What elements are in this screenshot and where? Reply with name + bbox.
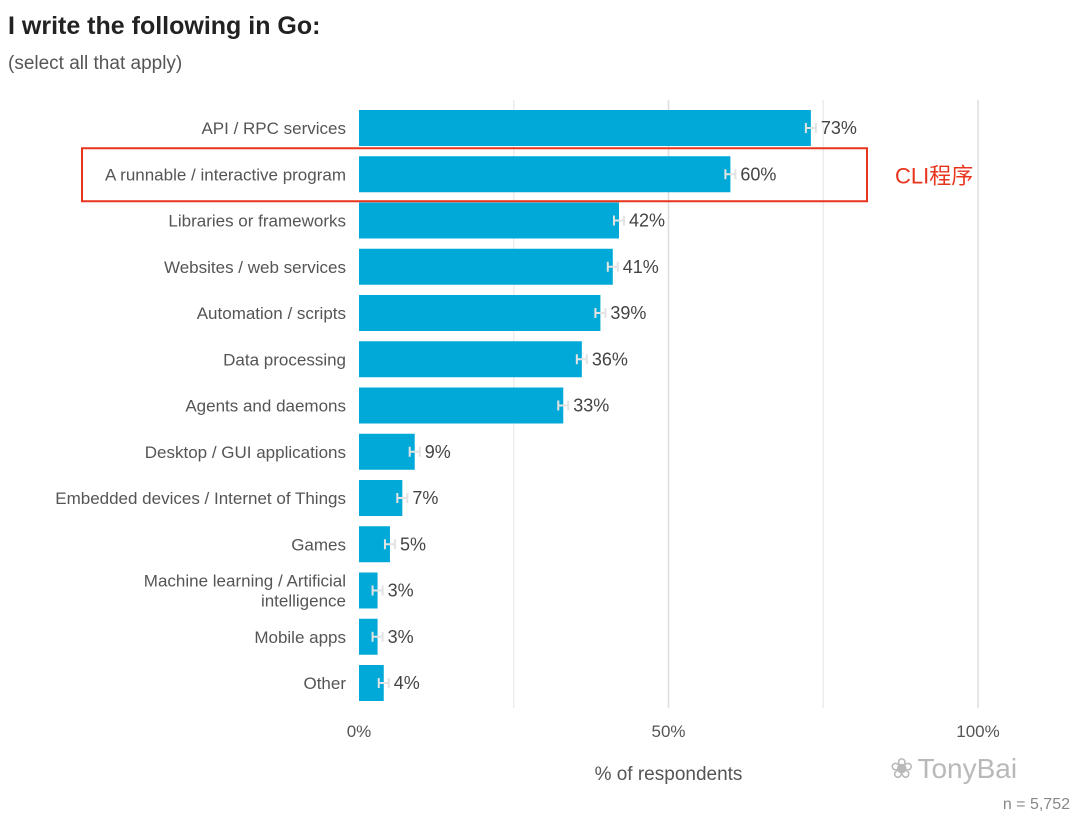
x-tick-label: 50% — [651, 722, 685, 741]
data-label: 4% — [394, 673, 420, 693]
data-label: 5% — [400, 534, 426, 554]
data-label: 7% — [412, 488, 438, 508]
chart-subtitle: (select all that apply) — [8, 53, 183, 74]
bar — [359, 295, 601, 331]
data-label: 3% — [388, 627, 414, 647]
wechat-icon: ❀ — [890, 753, 914, 784]
category-label: Mobile apps — [254, 628, 346, 647]
bar — [359, 387, 564, 424]
highlight-annotation: CLI程序 — [895, 163, 973, 188]
data-label: 42% — [629, 211, 665, 231]
x-tick-label: 0% — [347, 722, 372, 741]
category-label: Data processing — [223, 350, 346, 369]
data-label: 36% — [592, 349, 628, 369]
bar — [359, 618, 378, 655]
category-label: Desktop / GUI applications — [145, 443, 346, 462]
bar — [359, 156, 731, 193]
data-label: 33% — [573, 396, 609, 416]
highlight-box — [81, 147, 868, 203]
data-label: 9% — [425, 442, 451, 462]
chart-title: I write the following in Go: — [8, 12, 321, 40]
sample-size-note: n = 5,752 — [1002, 796, 1070, 813]
bar — [359, 248, 613, 285]
category-label: Websites / web services — [164, 258, 346, 277]
bar — [359, 110, 811, 146]
category-label: Embedded devices / Internet of Things — [55, 489, 346, 508]
bar — [359, 433, 415, 470]
category-label: API / RPC services — [201, 119, 346, 138]
data-label: 60% — [740, 164, 776, 184]
data-label: 41% — [623, 257, 659, 277]
category-label: Games — [291, 535, 346, 554]
category-label: Automation / scripts — [197, 304, 346, 323]
x-axis-title: % of respondents — [595, 764, 743, 785]
watermark: ❀ TonyBai — [890, 753, 1018, 784]
category-label: Machine learning / Artificial intelligenc… — [144, 572, 346, 611]
category-label: Libraries or frameworks — [168, 212, 346, 231]
category-label: Other — [303, 674, 346, 693]
data-label: 39% — [610, 303, 646, 323]
bar — [359, 572, 378, 609]
data-label: 73% — [821, 118, 857, 138]
bar — [359, 480, 403, 516]
category-label: A runnable / interactive program — [105, 165, 346, 184]
category-label: Agents and daemons — [185, 397, 346, 416]
bar — [359, 341, 582, 378]
bar — [359, 202, 619, 239]
data-label: 3% — [388, 581, 414, 601]
x-tick-label: 100% — [956, 722, 999, 741]
